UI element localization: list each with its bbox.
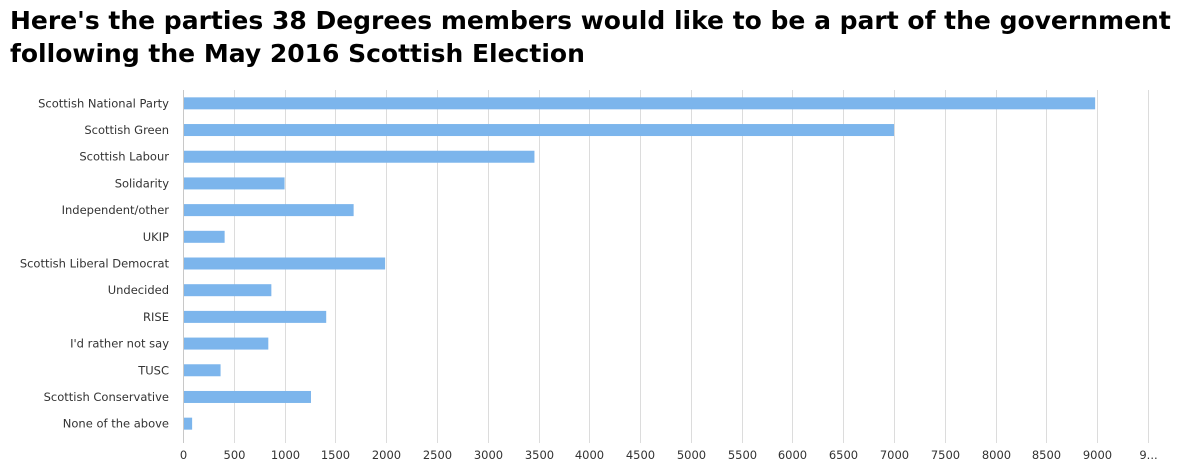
- x-tick-label: 2000: [372, 448, 401, 462]
- bar[interactable]: [184, 417, 193, 430]
- bar[interactable]: [184, 230, 225, 243]
- bar[interactable]: [184, 150, 535, 163]
- bar[interactable]: [184, 310, 327, 323]
- category-label: I'd rather not say: [70, 337, 169, 351]
- x-tick-label: 5500: [728, 448, 757, 462]
- x-tick-label: 4500: [626, 448, 655, 462]
- category-label: UKIP: [143, 230, 169, 244]
- category-label: None of the above: [63, 417, 169, 431]
- bar[interactable]: [184, 390, 311, 403]
- x-tick-label: 3000: [474, 448, 503, 462]
- bar[interactable]: [184, 97, 1096, 110]
- bars: [184, 97, 1096, 430]
- category-label: Independent/other: [62, 203, 170, 217]
- category-label: TUSC: [137, 363, 169, 377]
- x-tick-label: 1500: [321, 448, 350, 462]
- category-label: RISE: [143, 310, 169, 324]
- bar[interactable]: [184, 257, 386, 270]
- chart-title: Here's the parties 38 Degrees members wo…: [10, 6, 1171, 68]
- x-tick-label: 6000: [778, 448, 807, 462]
- bar[interactable]: [184, 204, 354, 217]
- x-tick-label: 7500: [931, 448, 960, 462]
- x-tick-label: 9000: [1083, 448, 1112, 462]
- category-label: Scottish Labour: [79, 150, 169, 164]
- category-label: Solidarity: [115, 176, 170, 190]
- x-tick-label: 3500: [525, 448, 554, 462]
- x-tick-label: 8000: [982, 448, 1011, 462]
- category-label: Scottish Green: [84, 123, 169, 137]
- gridlines: [183, 90, 1149, 443]
- x-tick-label: 7000: [880, 448, 909, 462]
- x-tick-label: 2500: [423, 448, 452, 462]
- bar[interactable]: [184, 124, 895, 137]
- x-axis-ticks: 0 500 1000 1500 2000 2500 3000 3500 4000 4500 5000…: [180, 448, 1158, 462]
- x-tick-label: 6500: [829, 448, 858, 462]
- category-label: Scottish Liberal Democrat: [20, 257, 170, 271]
- x-tick-label: 8500: [1032, 448, 1061, 462]
- bar[interactable]: [184, 364, 221, 377]
- x-tick-label: 0: [180, 448, 187, 462]
- category-label: Undecided: [108, 283, 169, 297]
- bar[interactable]: [184, 177, 285, 190]
- category-label: Scottish National Party: [38, 96, 169, 110]
- category-labels: Scottish National Party Scottish Green Sco…: [20, 96, 170, 430]
- x-tick-label: 500: [224, 448, 246, 462]
- x-tick-label: 9...: [1139, 448, 1157, 462]
- x-tick-label: 1000: [271, 448, 300, 462]
- x-tick-label: 5000: [677, 448, 706, 462]
- category-label: Scottish Conservative: [44, 390, 169, 404]
- bar[interactable]: [184, 284, 272, 297]
- x-tick-label: 4000: [575, 448, 604, 462]
- bar[interactable]: [184, 337, 269, 350]
